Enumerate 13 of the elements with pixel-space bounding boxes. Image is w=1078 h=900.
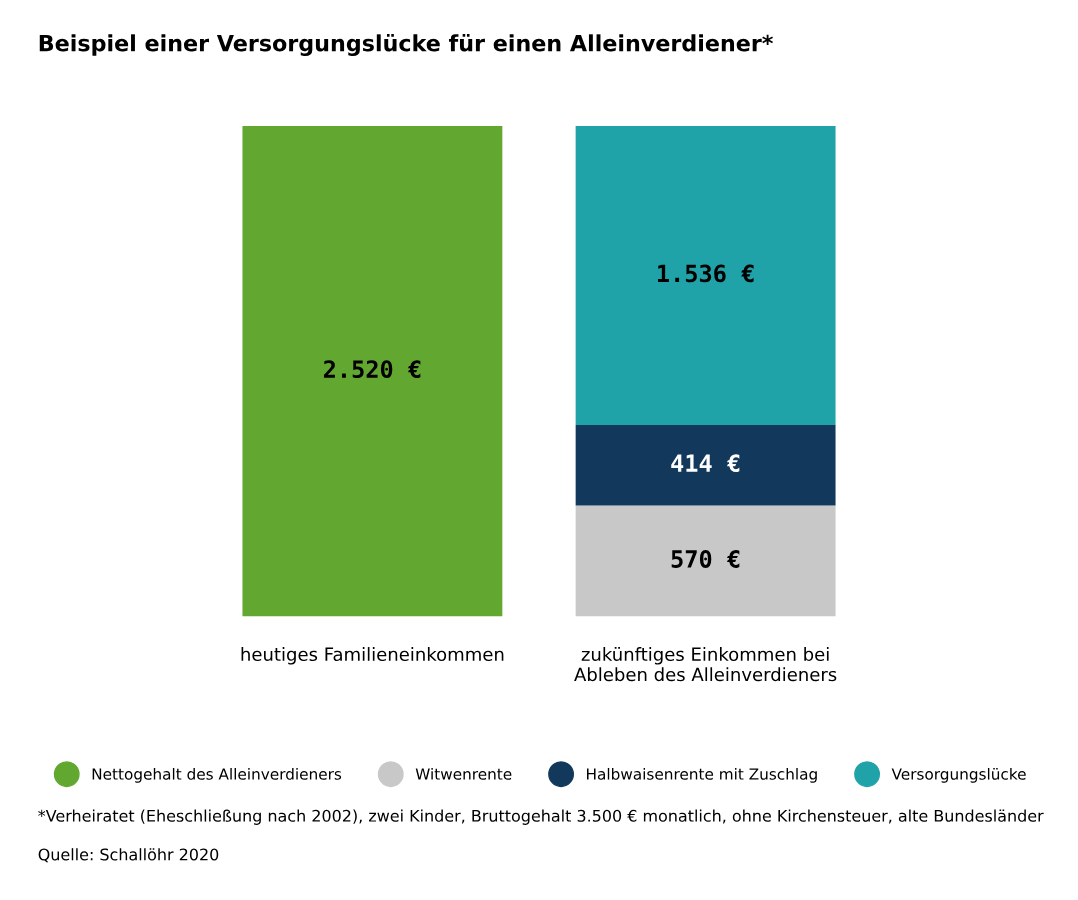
data-label: 570 € [671, 550, 740, 568]
data-label: 414 € [671, 454, 740, 473]
data-label: 2.520 € [323, 360, 421, 379]
legend-label: Nettogehalt des Alleinverdieners [92, 767, 342, 783]
chart-title: Beispiel einer Versorgungslücke für einen Alleinverdiener* [39, 34, 773, 56]
data-label: 1.536 € [658, 264, 754, 283]
legend-label: Halbwaisenrente mit Zuschlag [587, 767, 817, 783]
legend-label: Versorgungslücke [891, 767, 1026, 783]
legend-label: Witwenrente [415, 767, 512, 780]
text: *Verheiratet (Eheschließung nach 2002), zwei Kinder, Bruttogehalt 3.500 € monatlich, ohne Kirchensteuer, alte Bundesländer [38, 809, 1044, 825]
x-tick-label: zukünftiges Einkommen bei Ableben des Alleinverdieners [574, 647, 837, 682]
x-tick-label: heutiges Familieneinkommen [241, 647, 504, 665]
source-note: Quelle: Schallöhr 2020 [38, 848, 219, 863]
